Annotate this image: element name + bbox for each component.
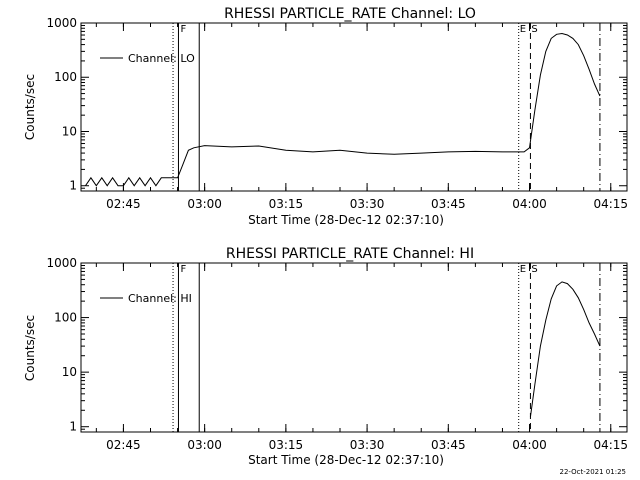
x-axis-label-hi: Start Time (28-Dec-12 02:37:10) (248, 453, 444, 467)
event-label-S: S (531, 24, 537, 35)
chart-title-lo: RHESSI PARTICLE_RATE Channel: LO (224, 6, 476, 22)
event-label-E: E (520, 24, 526, 35)
x-tick-label: 03:00 (187, 197, 222, 211)
y-tick-label: 10 (62, 124, 77, 138)
x-tick-label: 04:15 (593, 438, 628, 452)
x-tick-label: 02:45 (106, 197, 141, 211)
series-line-lo (85, 32, 601, 187)
y-axis-lo: 1 10 100 1000 (46, 16, 627, 193)
x-tick-label: 03:30 (350, 438, 385, 452)
event-markers-lo (172, 23, 601, 191)
footer-timestamp: 22-Oct-2021 01:25 (560, 468, 626, 476)
y-tick-label: 100 (54, 311, 77, 325)
x-tick-label: 04:15 (593, 197, 628, 211)
event-label-E: E (520, 264, 526, 275)
y-tick-label: 100 (54, 70, 77, 84)
y-axis-hi: 1 10 100 1000 (46, 256, 627, 434)
x-tick-label: 03:15 (269, 438, 304, 452)
legend-label-hi: Channel: HI (128, 292, 192, 305)
x-tick-label: 02:45 (106, 438, 141, 452)
y-axis-label-lo: Counts/sec (23, 74, 37, 140)
series-line-hi (529, 281, 601, 418)
event-label-F: F (180, 24, 186, 35)
y-tick-label: 10 (62, 365, 77, 379)
x-tick-label: 03:45 (431, 197, 466, 211)
panel-lo: RHESSI PARTICLE_RATE Channel: LO 1101001… (23, 6, 628, 227)
y-tick-label: 1 (69, 179, 77, 193)
x-tick-label: 04:00 (512, 197, 547, 211)
panel-hi: RHESSI PARTICLE_RATE Channel: HI 1101001… (23, 246, 628, 467)
event-markers-hi (172, 263, 601, 432)
y-tick-label: 1 (69, 420, 77, 434)
x-tick-label: 03:30 (350, 197, 385, 211)
x-tick-label: 04:00 (512, 438, 547, 452)
x-tick-label: 03:45 (431, 438, 466, 452)
x-tick-label: 03:15 (269, 197, 304, 211)
event-label-F: F (180, 264, 186, 275)
x-axis-lo: 02:45 03:00 03:15 03:30 03:45 04:00 04:15 (95, 23, 628, 211)
x-axis-hi: 02:45 03:00 03:15 03:30 03:45 04:00 04:15 (95, 263, 628, 452)
y-axis-label-hi: Counts/sec (23, 315, 37, 381)
y-tick-label: 1000 (46, 256, 77, 270)
plot-frame-lo (80, 22, 628, 192)
chart-title-hi: RHESSI PARTICLE_RATE Channel: HI (226, 246, 474, 262)
plot-frame-hi (80, 262, 628, 433)
legend-label-lo: Channel: LO (128, 52, 195, 65)
x-tick-label: 03:00 (187, 438, 222, 452)
x-axis-label-lo: Start Time (28-Dec-12 02:37:10) (248, 213, 444, 227)
y-tick-label: 1000 (46, 16, 77, 30)
event-label-S: S (531, 264, 537, 275)
